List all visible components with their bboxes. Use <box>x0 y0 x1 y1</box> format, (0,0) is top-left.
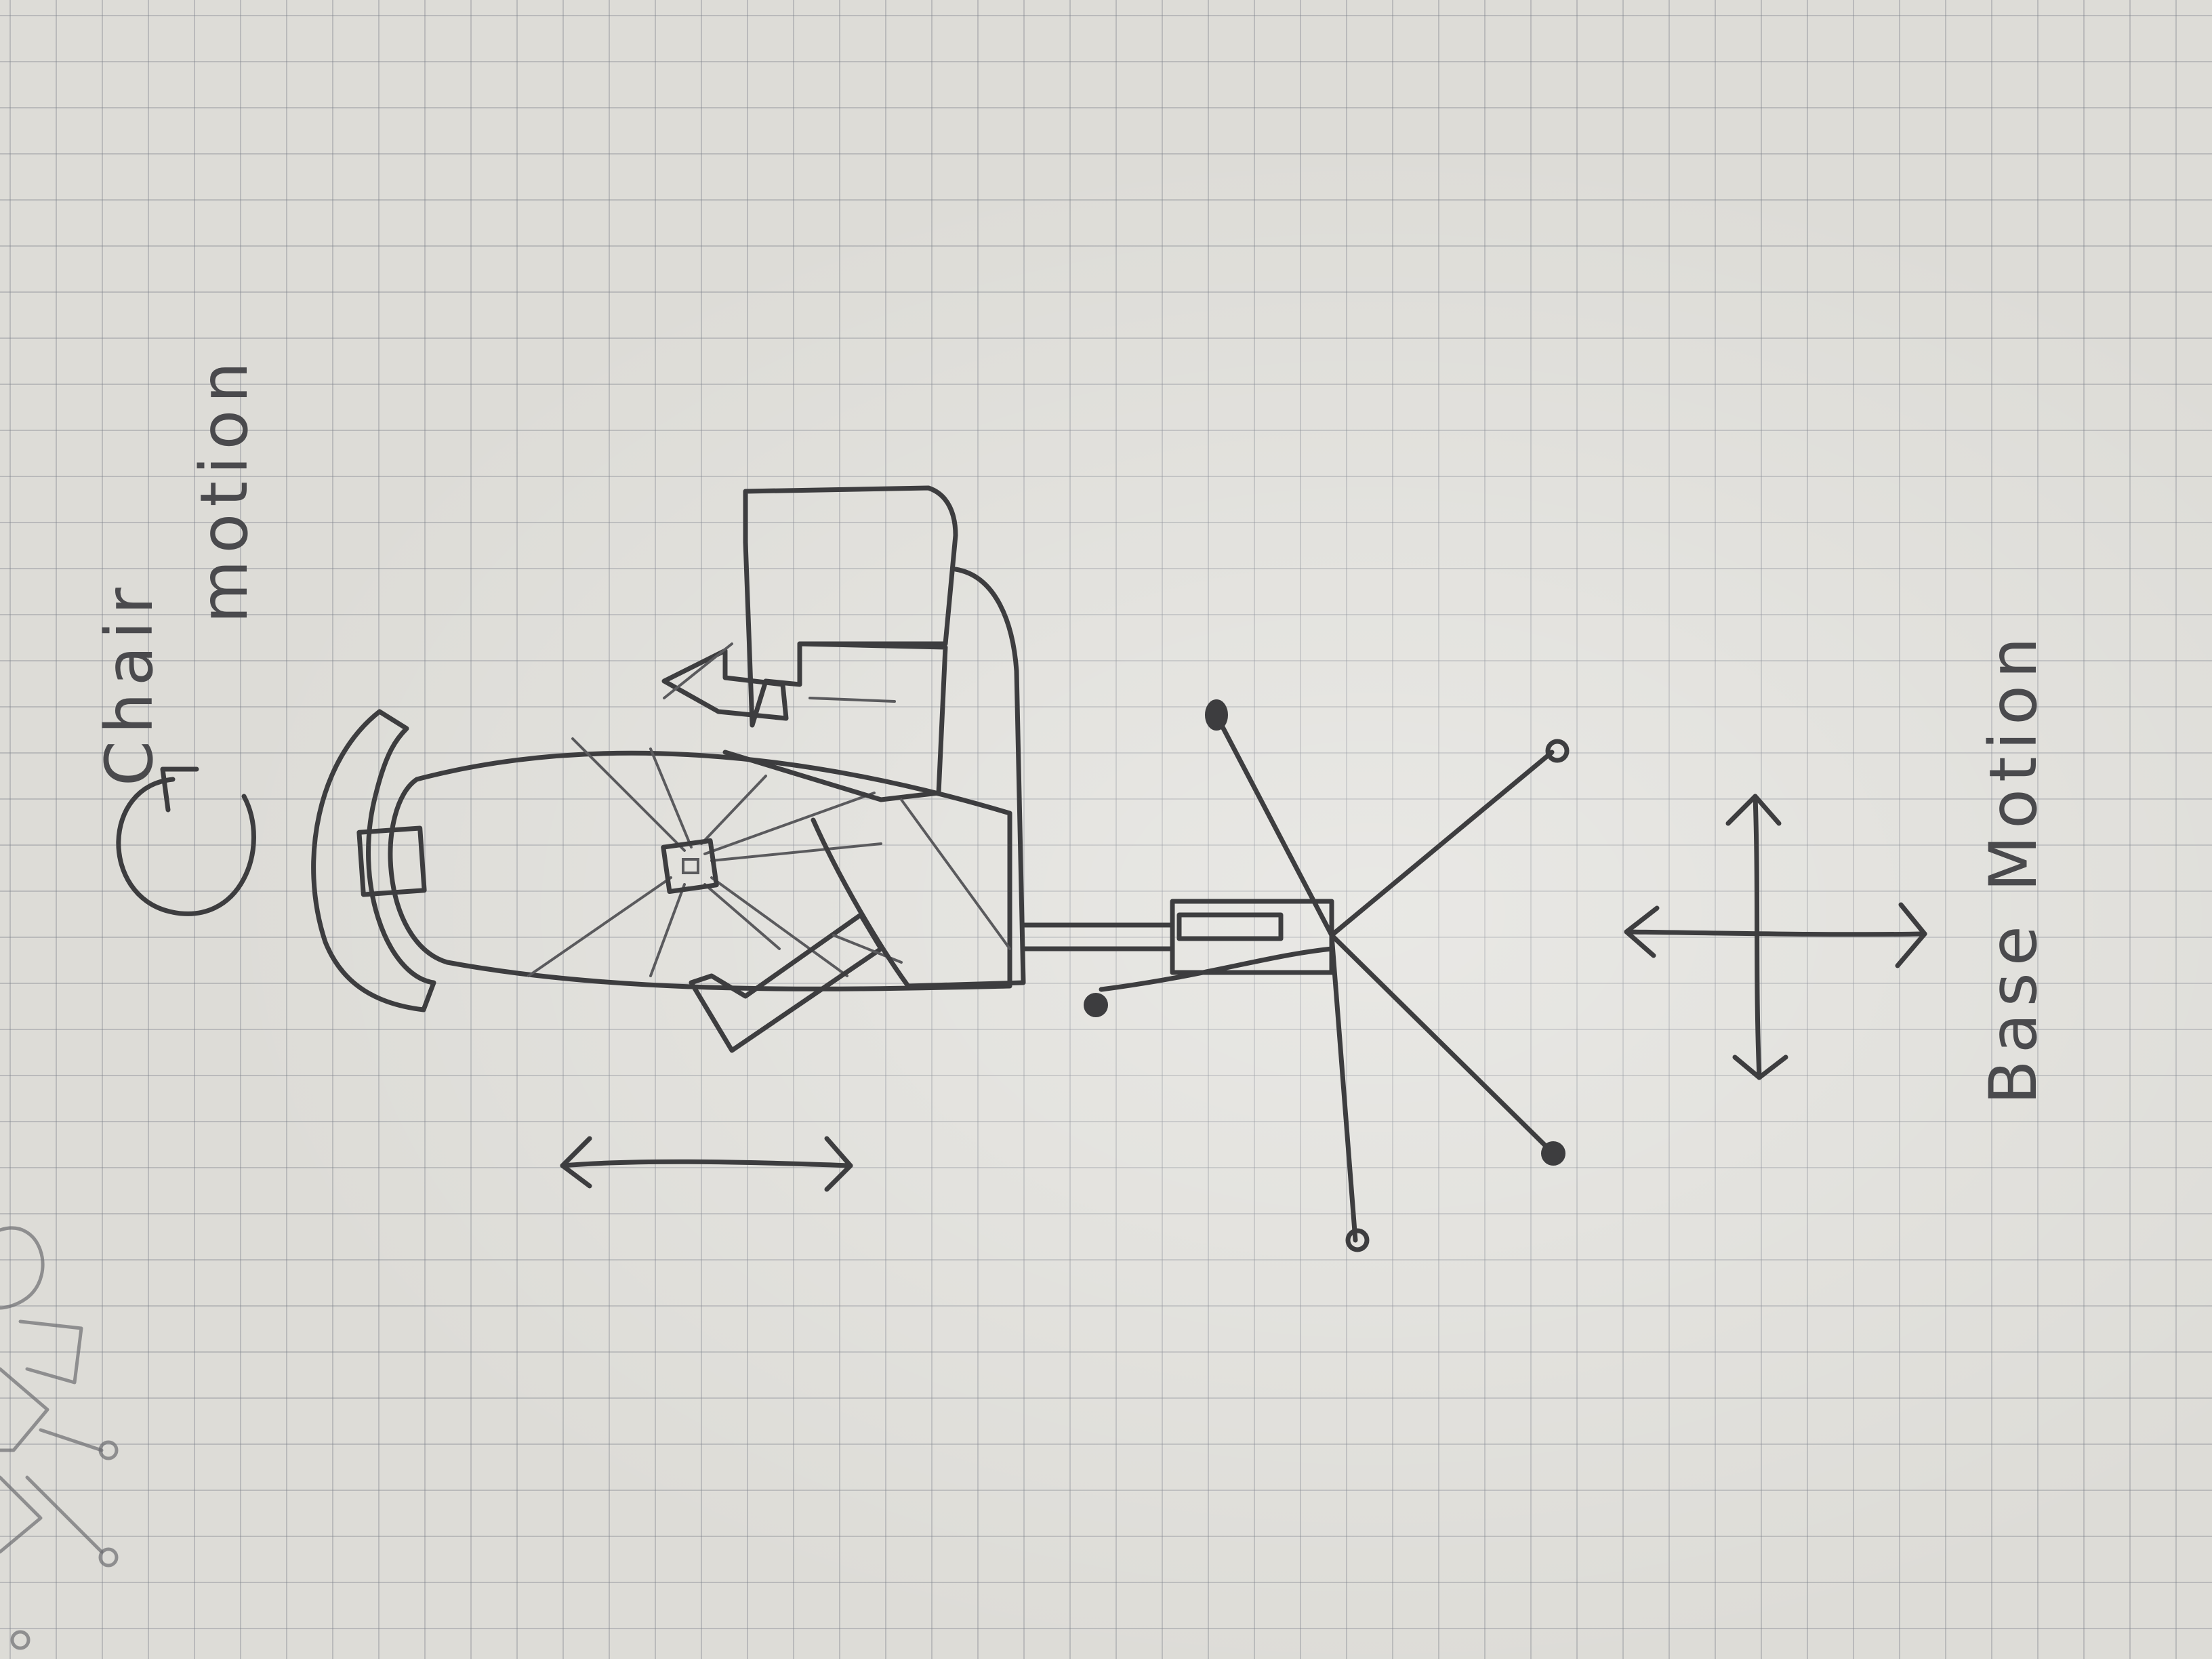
seat-back <box>388 737 1012 991</box>
gas-cylinder <box>1021 899 1334 975</box>
base-motion-arrows-icon <box>1624 794 1927 1080</box>
rotation-arrow-icon <box>116 766 256 916</box>
partial-sketch <box>0 1226 119 1650</box>
star-base <box>1099 719 1555 1243</box>
armrest-left <box>689 912 903 1053</box>
chair-motion-label-line1: Chair <box>91 581 167 786</box>
tilt-arrow-icon <box>560 1136 853 1192</box>
chair-motion-label-line2: motion <box>186 354 262 623</box>
headrest <box>311 709 436 1012</box>
armrest-right <box>661 648 789 721</box>
caster-wheels <box>1084 699 1570 1252</box>
base-motion-label: Base Motion <box>1975 630 2051 1105</box>
seat <box>663 485 1026 989</box>
